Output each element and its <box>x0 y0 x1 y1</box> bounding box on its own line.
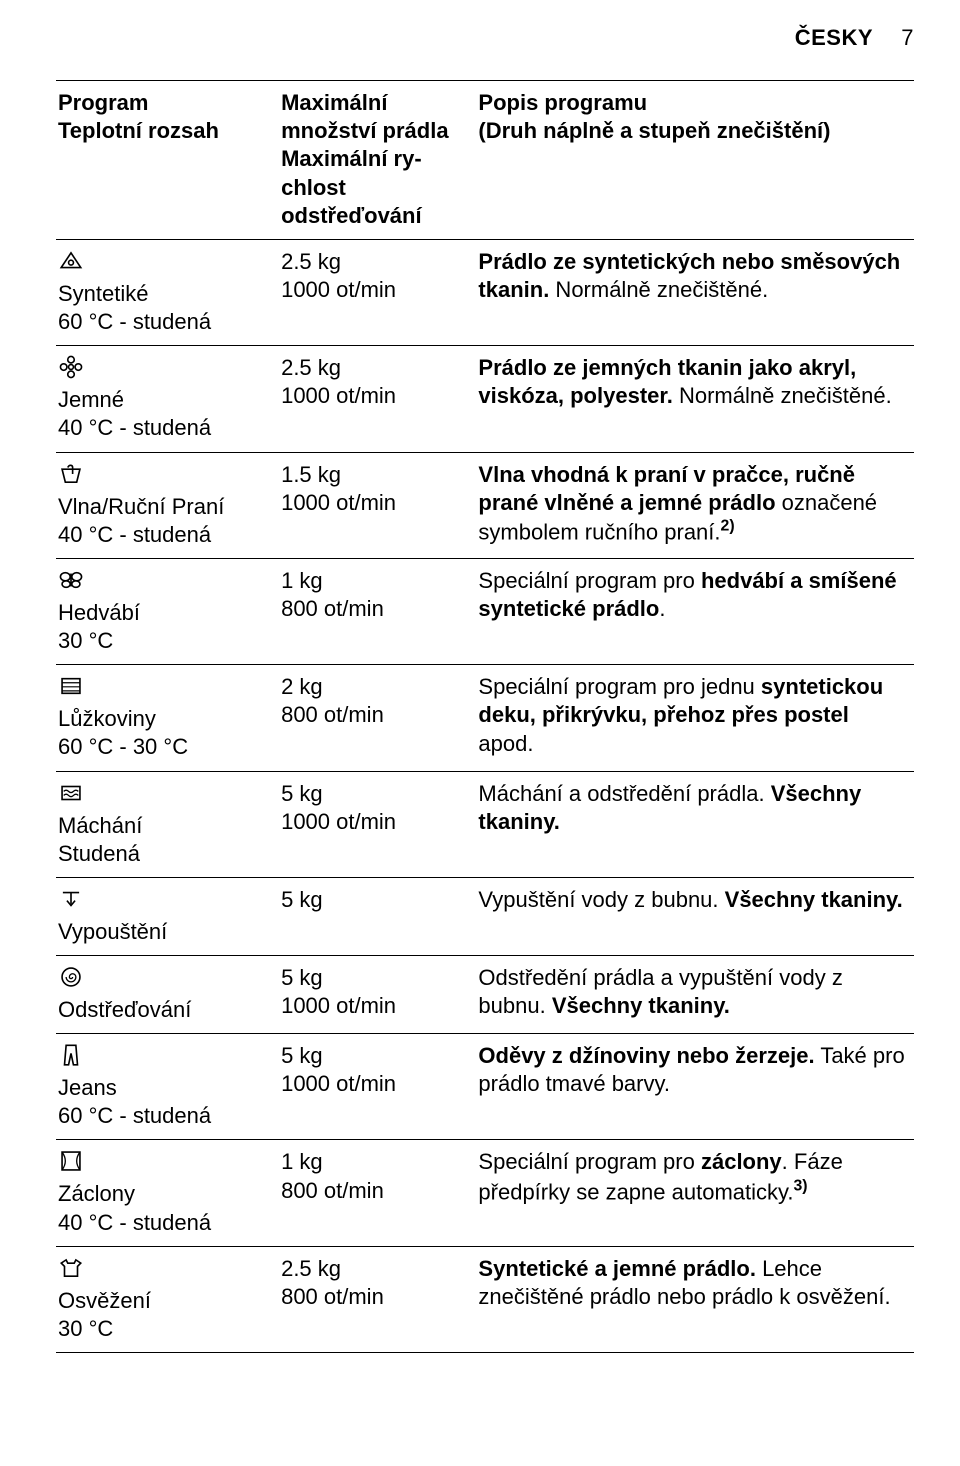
program-temperature: 30 °C <box>58 1315 273 1343</box>
capacity-cell: 5 kg1000 ot/min <box>279 1034 476 1140</box>
flower-icon <box>58 354 273 384</box>
col-header-capacity: Maximální množství prá­dlaMaximální ry­c… <box>279 81 476 240</box>
capacity-cell: 2.5 kg1000 ot/min <box>279 239 476 345</box>
program-cell: Záclony40 °C - studená <box>56 1140 279 1246</box>
capacity-cell: 2 kg800 ot/min <box>279 665 476 771</box>
tshirt-icon <box>58 1255 273 1285</box>
program-cell: MácháníStudená <box>56 771 279 877</box>
capacity-cell: 5 kg <box>279 877 476 955</box>
table-row: Lůžkoviny60 °C - 30 °C2 kg800 ot/minSpec… <box>56 665 914 771</box>
program-temperature: 60 °C - 30 °C <box>58 733 273 761</box>
program-temperature: 60 °C - studená <box>58 308 273 336</box>
program-name: Osvěžení <box>58 1287 273 1315</box>
description-cell: Speciální program pro jednu syntetickou … <box>476 665 914 771</box>
description-cell: Odstředění prádla a vypuštění vody z bub… <box>476 955 914 1033</box>
program-temperature: 40 °C - studená <box>58 414 273 442</box>
description-cell: Prádlo ze syntetických nebo směsových tk… <box>476 239 914 345</box>
program-name: Syntetiké <box>58 280 273 308</box>
table-row: Vlna/Ruční Pra­ní40 °C - studená1.5 kg10… <box>56 452 914 558</box>
program-name: Vypouštění <box>58 918 273 946</box>
program-cell: Osvěžení30 °C <box>56 1246 279 1352</box>
table-row: Hedvábí30 °C1 kg800 ot/minSpeciální prog… <box>56 558 914 664</box>
program-temperature: 40 °C - studená <box>58 1209 273 1237</box>
table-row: Vypouštění5 kgVypuštění vody z bubnu. Vš… <box>56 877 914 955</box>
program-cell: Vlna/Ruční Pra­ní40 °C - studená <box>56 452 279 558</box>
program-name: Jeans <box>58 1074 273 1102</box>
table-row: Jemné40 °C - studená2.5 kg1000 ot/minPrá… <box>56 346 914 452</box>
program-cell: Jemné40 °C - studená <box>56 346 279 452</box>
program-name: Lůžkoviny <box>58 705 273 733</box>
description-cell: Speciální program pro hedvábí a smíšené … <box>476 558 914 664</box>
program-cell: Vypouštění <box>56 877 279 955</box>
description-cell: Vlna vhodná k praní v pračce, ručně pran… <box>476 452 914 558</box>
program-name: Odstřeďování <box>58 996 273 1024</box>
curtains-icon <box>58 1148 273 1178</box>
capacity-cell: 5 kg1000 ot/min <box>279 771 476 877</box>
description-cell: Syntetické a jemné prádlo. Lehce znečišt… <box>476 1246 914 1352</box>
page-header: ČESKY 7 <box>56 24 914 52</box>
program-name: Vlna/Ruční Pra­ní <box>58 493 273 521</box>
header-page-number: 7 <box>901 25 914 50</box>
capacity-cell: 1 kg800 ot/min <box>279 558 476 664</box>
hand-in-basin-icon <box>58 461 273 491</box>
table-row: Odstřeďování5 kg1000 ot/minOdstředění pr… <box>56 955 914 1033</box>
program-cell: Lůžkoviny60 °C - 30 °C <box>56 665 279 771</box>
table-row: MácháníStudená5 kg1000 ot/minMáchání a o… <box>56 771 914 877</box>
program-temperature: Studená <box>58 840 273 868</box>
program-name: Hedvábí <box>58 599 273 627</box>
program-cell: Odstřeďování <box>56 955 279 1033</box>
program-name: Máchání <box>58 812 273 840</box>
table-row: Osvěžení30 °C2.5 kg800 ot/minSyntetické … <box>56 1246 914 1352</box>
capacity-cell: 5 kg1000 ot/min <box>279 955 476 1033</box>
description-cell: Máchání a odstředění prádla. Všechny tka… <box>476 771 914 877</box>
table-row: Jeans60 °C - studená5 kg1000 ot/minOděvy… <box>56 1034 914 1140</box>
description-cell: Oděvy z džínoviny nebo žerzeje. Také pro… <box>476 1034 914 1140</box>
table-row: Syntetiké60 °C - studená2.5 kg1000 ot/mi… <box>56 239 914 345</box>
program-temperature: 60 °C - studená <box>58 1102 273 1130</box>
capacity-cell: 2.5 kg800 ot/min <box>279 1246 476 1352</box>
program-temperature: 40 °C - studená <box>58 521 273 549</box>
col-header-program: Program Teplotní rozsah <box>56 81 279 240</box>
description-cell: Speciální program pro záclony. Fáze před… <box>476 1140 914 1246</box>
table-row: Záclony40 °C - studená1 kg800 ot/minSpec… <box>56 1140 914 1246</box>
butterfly-icon <box>58 567 273 597</box>
description-cell: Vypuštění vody z bubnu. Všechny tkaniny. <box>476 877 914 955</box>
program-name: Jemné <box>58 386 273 414</box>
capacity-cell: 1 kg800 ot/min <box>279 1140 476 1246</box>
drain-icon <box>58 886 273 916</box>
program-cell: Syntetiké60 °C - studená <box>56 239 279 345</box>
bedding-icon <box>58 673 273 703</box>
col-header-description: Popis programu (Druh náplně a stupeň zne… <box>476 81 914 240</box>
triangle-circle-icon <box>58 248 273 278</box>
program-cell: Hedvábí30 °C <box>56 558 279 664</box>
header-lang: ČESKY <box>795 25 873 50</box>
capacity-cell: 1.5 kg1000 ot/min <box>279 452 476 558</box>
description-cell: Prádlo ze jemných tkanin jako akryl, vis… <box>476 346 914 452</box>
program-name: Záclony <box>58 1180 273 1208</box>
program-temperature: 30 °C <box>58 627 273 655</box>
spiral-icon <box>58 964 273 994</box>
jeans-icon <box>58 1042 273 1072</box>
programs-table: Program Teplotní rozsah Maximální množst… <box>56 80 914 1353</box>
rinse-icon <box>58 780 273 810</box>
capacity-cell: 2.5 kg1000 ot/min <box>279 346 476 452</box>
program-cell: Jeans60 °C - studená <box>56 1034 279 1140</box>
